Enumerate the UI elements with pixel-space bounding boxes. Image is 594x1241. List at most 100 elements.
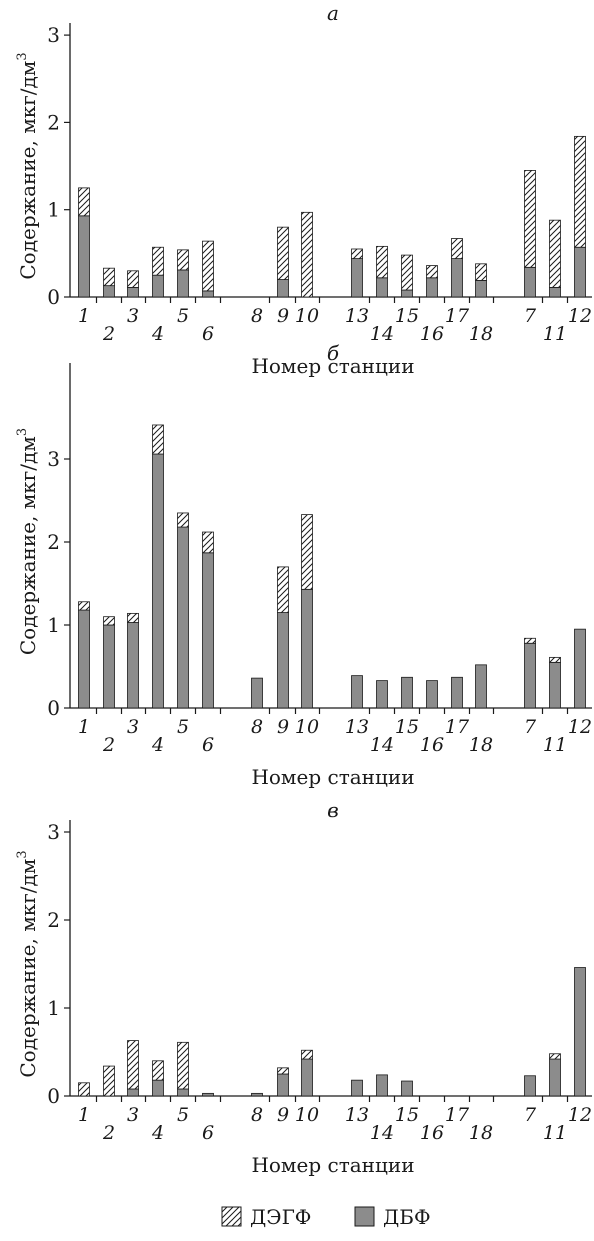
x-tick-label: 1: [78, 716, 90, 738]
bar-degf: [426, 265, 438, 279]
x-tick-label: 5: [177, 305, 189, 327]
bar-dbf: [475, 280, 487, 298]
x-tick-label: 12: [568, 1104, 592, 1126]
x-tick-label: 15: [395, 305, 419, 327]
x-tick-label: 12: [568, 716, 592, 738]
x-tick-label: 7: [524, 716, 537, 738]
x-tick-label: 5: [177, 716, 189, 738]
x-tick-label: 8: [251, 1104, 263, 1126]
y-tick-label: 0: [47, 1084, 60, 1108]
x-tick-label: 16: [420, 734, 444, 756]
x-tick-label: 15: [395, 716, 419, 738]
bar-degf: [376, 245, 388, 279]
bar-degf: [152, 246, 164, 276]
bar-dbf: [103, 285, 115, 298]
x-tick-label: 13: [345, 305, 369, 327]
legend-swatch-dbf: [354, 1206, 375, 1227]
x-tick-label: 3: [127, 716, 139, 738]
x-tick-label: 10: [295, 716, 319, 738]
bar-degf: [202, 240, 214, 292]
legend: ДЭГФ ДБФ: [221, 1205, 431, 1229]
bar-degf: [524, 170, 536, 268]
bar-dbf: [301, 588, 313, 709]
bar-dbf: [277, 279, 289, 298]
y-tick-label: 3: [47, 23, 60, 47]
x-tick-label: 14: [370, 734, 394, 756]
legend-label-dbf: ДБФ: [383, 1205, 431, 1229]
y-tick-label: 2: [47, 110, 60, 134]
bar-dbf: [401, 1080, 413, 1097]
x-tick-label: 16: [420, 1122, 444, 1144]
bar-degf: [277, 566, 289, 613]
panel-title: в: [327, 798, 339, 822]
bar-degf: [103, 1065, 115, 1097]
x-axis-title: Номер станции: [251, 354, 414, 378]
bar-degf: [549, 219, 561, 288]
x-tick-label: 16: [420, 323, 444, 345]
x-tick-label: 4: [151, 1122, 164, 1144]
x-tick-label: 15: [395, 1104, 419, 1126]
legend-swatch-degf: [221, 1206, 242, 1227]
bar-dbf: [351, 675, 363, 709]
y-tick-label: 2: [47, 908, 60, 932]
bar-dbf: [152, 274, 164, 298]
x-tick-label: 7: [524, 305, 537, 327]
bar-dbf: [549, 1058, 561, 1097]
bar-degf: [277, 1067, 289, 1075]
x-tick-label: 9: [277, 305, 289, 327]
x-tick-label: 9: [277, 716, 289, 738]
bar-dbf: [127, 286, 139, 298]
x-tick-label: 8: [251, 305, 263, 327]
bar-degf: [301, 514, 313, 590]
bar-degf: [78, 187, 90, 217]
x-tick-label: 17: [445, 716, 470, 738]
bar-dbf: [451, 676, 463, 709]
y-axis-title: Содержание, мкг/дм3: [15, 428, 40, 655]
x-tick-label: 2: [102, 323, 115, 345]
x-tick-label: 1: [78, 305, 90, 327]
bar-dbf: [177, 1088, 189, 1097]
x-tick-label: 10: [295, 1104, 319, 1126]
bar-degf: [277, 226, 289, 280]
bar-dbf: [475, 664, 487, 709]
y-tick-label: 1: [47, 198, 60, 222]
bar-dbf: [451, 258, 463, 298]
bar-dbf: [376, 1074, 388, 1097]
panel-title: б: [327, 341, 340, 365]
y-tick-label: 0: [47, 285, 60, 309]
bar-degf: [152, 424, 164, 455]
bar-degf: [524, 637, 536, 644]
bar-dbf: [202, 552, 214, 709]
x-tick-label: 11: [543, 323, 567, 345]
x-tick-label: 12: [568, 305, 592, 327]
bar-dbf: [426, 277, 438, 298]
bar-dbf: [401, 289, 413, 298]
bar-degf: [549, 1053, 561, 1060]
x-tick-label: 14: [370, 1122, 394, 1144]
bar-degf: [127, 612, 139, 623]
bar-dbf: [177, 269, 189, 298]
bar-dbf: [574, 967, 586, 1097]
bar-dbf: [574, 246, 586, 298]
bar-degf: [78, 601, 90, 611]
bar-dbf: [202, 1092, 214, 1097]
x-axis-title: Номер станции: [251, 765, 414, 789]
bar-dbf: [251, 1092, 263, 1097]
bar-dbf: [351, 258, 363, 298]
y-tick-label: 0: [47, 696, 60, 720]
bar-dbf: [78, 215, 90, 298]
y-tick-label: 3: [47, 820, 60, 844]
bar-dbf: [103, 624, 115, 709]
bar-dbf: [152, 1079, 164, 1097]
bar-dbf: [549, 286, 561, 298]
x-tick-label: 18: [469, 734, 493, 756]
x-axis-title: Номер станции: [251, 1153, 414, 1177]
x-tick-label: 18: [469, 323, 493, 345]
bar-degf: [401, 254, 413, 291]
legend-label-degf: ДЭГФ: [250, 1205, 311, 1229]
bar-degf: [451, 238, 463, 259]
